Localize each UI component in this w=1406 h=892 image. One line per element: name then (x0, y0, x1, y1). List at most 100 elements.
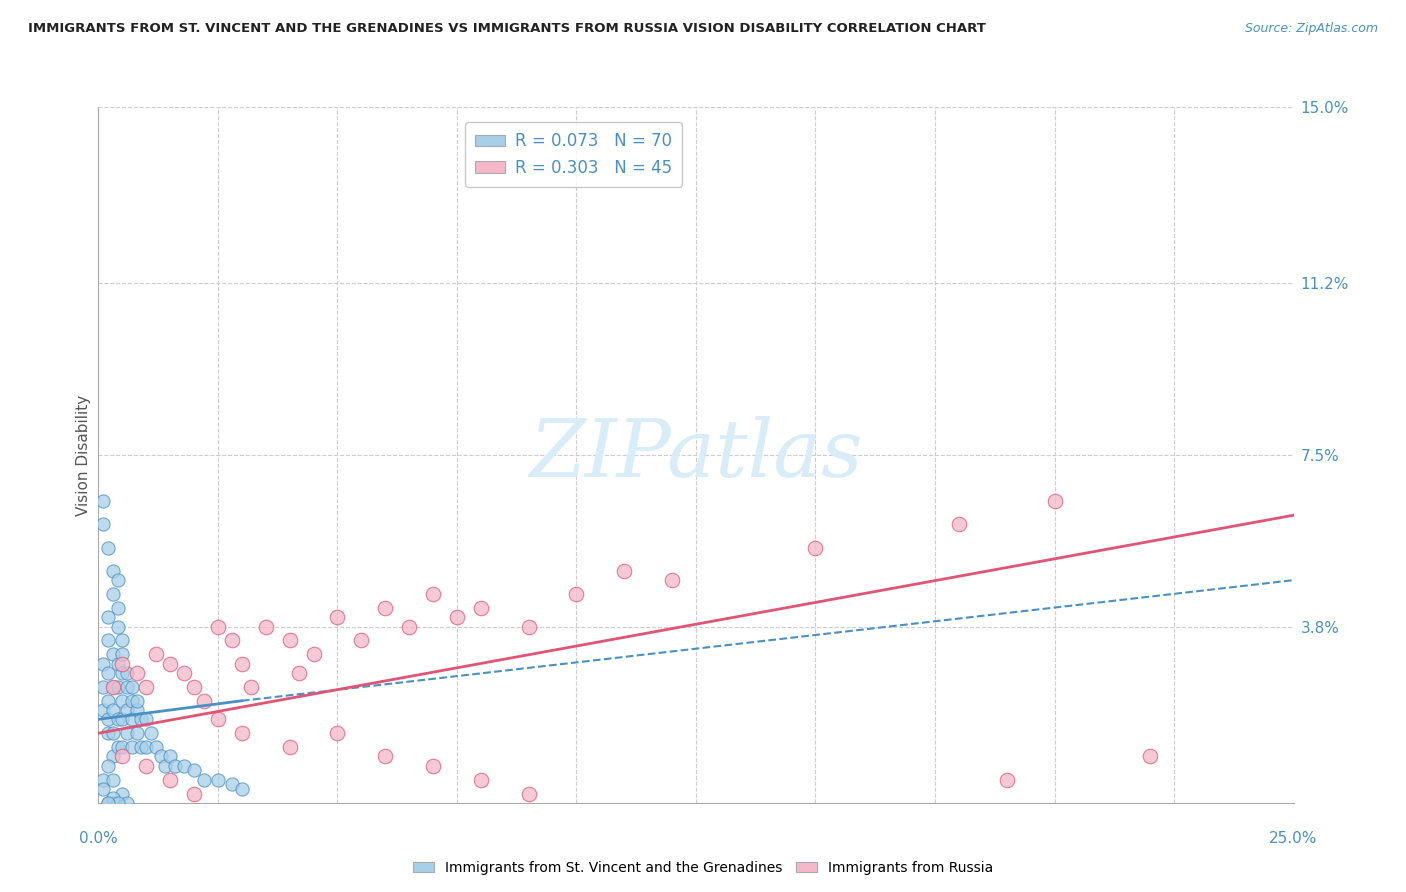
Point (107, 573, 129, 587)
Point (115, 703, 138, 717)
Point (125, 694, 148, 708)
Point (565, 587, 588, 601)
Point (517, 787, 540, 801)
Point (302, 648, 325, 662)
Point (995, 772, 1018, 787)
Point (115, 796, 138, 810)
Point (111, 749, 134, 764)
Point (139, 726, 162, 740)
Point (278, 740, 301, 755)
Point (163, 758, 186, 772)
Point (101, 703, 124, 717)
Point (91, 703, 114, 717)
Point (254, 619, 277, 633)
Point (173, 758, 195, 772)
Point (101, 680, 124, 694)
Point (107, 657, 129, 671)
Point (125, 703, 148, 717)
Point (111, 665, 134, 680)
Point (97, 633, 120, 648)
Point (326, 610, 349, 624)
Point (613, 564, 636, 578)
Point (97, 541, 120, 555)
Point (374, 601, 396, 615)
Point (207, 712, 229, 726)
Point (135, 740, 157, 755)
Point (91, 657, 114, 671)
Point (159, 749, 181, 764)
Point (111, 648, 134, 662)
Y-axis label: Vision Disability: Vision Disability (76, 394, 91, 516)
Point (91, 781, 114, 796)
Point (193, 772, 215, 787)
Point (1139, 749, 1161, 764)
Point (101, 564, 124, 578)
Point (221, 633, 243, 648)
Point (145, 648, 167, 662)
Point (101, 648, 124, 662)
Point (149, 749, 172, 764)
Point (125, 665, 148, 680)
Point (91, 680, 114, 694)
Point (111, 657, 134, 671)
Point (207, 772, 229, 787)
Point (101, 587, 124, 601)
Point (107, 712, 129, 726)
Point (97, 796, 120, 810)
Point (288, 665, 311, 680)
Point (374, 749, 396, 764)
Point (97, 796, 120, 810)
Text: Source: ZipAtlas.com: Source: ZipAtlas.com (1244, 22, 1378, 36)
Point (107, 796, 129, 810)
Point (135, 758, 157, 772)
Point (107, 619, 129, 633)
Point (97, 758, 120, 772)
Point (101, 749, 124, 764)
Point (107, 601, 129, 615)
Point (159, 772, 181, 787)
Point (107, 740, 129, 755)
Point (101, 791, 124, 805)
Point (97, 665, 120, 680)
Point (183, 764, 205, 778)
Point (111, 694, 134, 708)
Point (121, 740, 143, 755)
Point (101, 726, 124, 740)
Point (131, 740, 153, 755)
Point (804, 541, 827, 555)
Text: ZIPatlas: ZIPatlas (529, 417, 863, 493)
Point (91, 494, 114, 508)
Point (517, 619, 540, 633)
Point (135, 712, 157, 726)
Point (398, 619, 420, 633)
Point (326, 726, 349, 740)
Point (231, 657, 253, 671)
Point (135, 680, 157, 694)
Point (231, 781, 253, 796)
Point (948, 517, 970, 532)
Point (111, 740, 134, 755)
Text: IMMIGRANTS FROM ST. VINCENT AND THE GRENADINES VS IMMIGRANTS FROM RUSSIA VISION : IMMIGRANTS FROM ST. VINCENT AND THE GREN… (28, 22, 986, 36)
Point (221, 777, 243, 791)
Point (183, 680, 205, 694)
Point (446, 610, 468, 624)
Point (1043, 494, 1066, 508)
Text: 0.0%: 0.0% (79, 831, 118, 846)
Point (97, 726, 120, 740)
Point (107, 680, 129, 694)
Point (101, 680, 124, 694)
Point (101, 772, 124, 787)
Point (101, 796, 124, 810)
Point (207, 619, 229, 633)
Point (97, 712, 120, 726)
Text: 25.0%: 25.0% (1270, 831, 1317, 846)
Point (131, 712, 153, 726)
Point (145, 740, 167, 755)
Point (173, 665, 195, 680)
Point (91, 517, 114, 532)
Point (159, 657, 181, 671)
Point (470, 772, 492, 787)
Point (121, 694, 143, 708)
Point (661, 573, 683, 587)
Point (240, 680, 263, 694)
